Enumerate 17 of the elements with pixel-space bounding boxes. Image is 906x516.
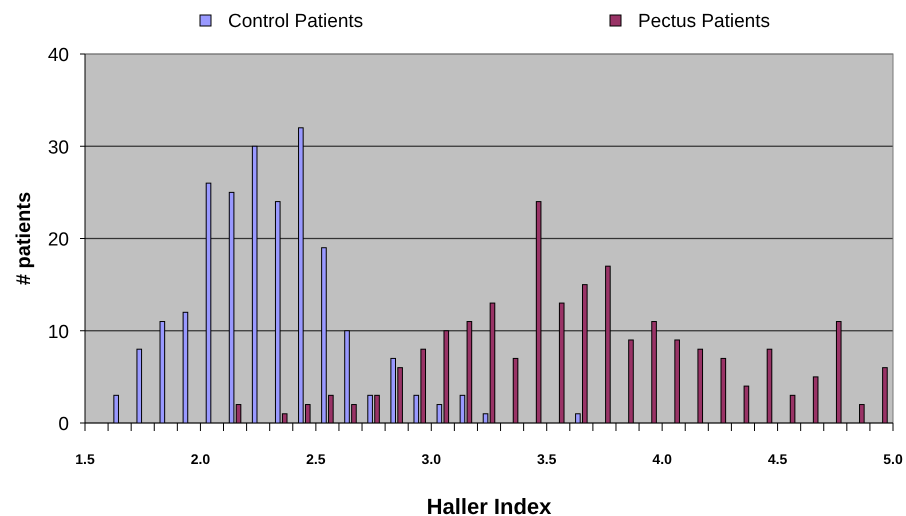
y-axis-title: # patients — [13, 192, 35, 286]
x-tick-label: 3.0 — [422, 450, 442, 467]
legend-label: Control Patients — [228, 11, 364, 32]
x-tick-label: 5.0 — [883, 450, 903, 467]
x-tick-label: 4.0 — [652, 450, 672, 467]
y-tick-label: 20 — [48, 230, 69, 250]
x-tick-label: 4.5 — [768, 450, 788, 467]
y-tick-label: 30 — [48, 137, 69, 158]
legend-label: Pectus Patients — [638, 11, 770, 32]
y-tick-label: 40 — [48, 45, 69, 66]
x-tick-label: 1.5 — [75, 450, 95, 467]
x-tick-label: 2.0 — [190, 450, 210, 467]
x-tick-label: 3.5 — [536, 450, 557, 467]
y-tick-label: 0 — [58, 414, 69, 435]
x-axis-title: Haller Index — [426, 494, 552, 516]
x-tick-label: 2.5 — [306, 450, 326, 467]
y-tick-label: 10 — [48, 322, 69, 343]
